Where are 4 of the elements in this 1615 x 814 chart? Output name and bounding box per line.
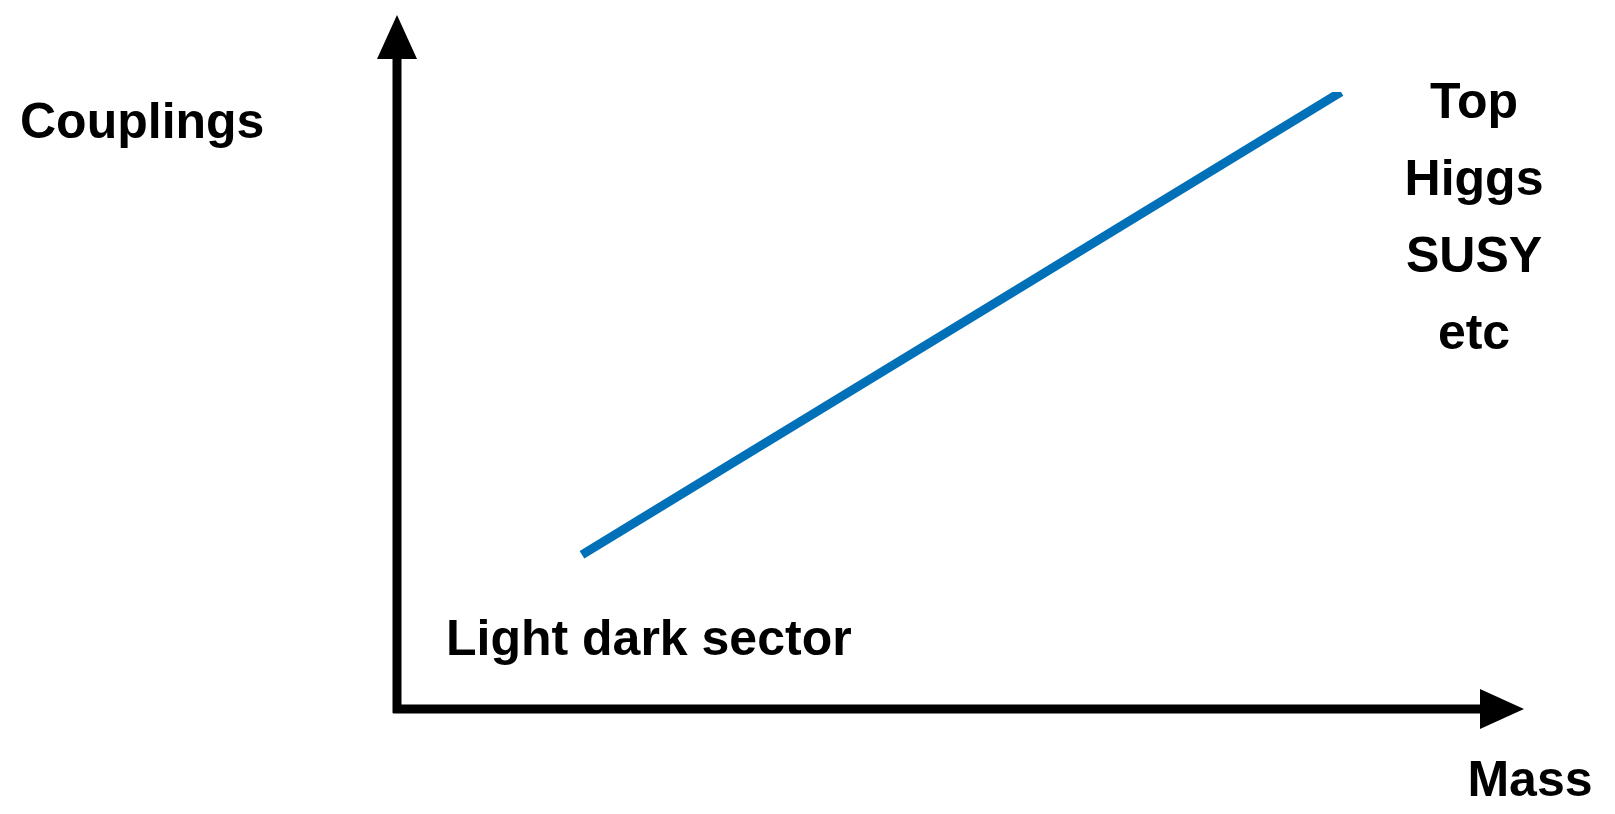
y-axis-title: Couplings	[20, 92, 265, 149]
annotation: Light dark sector	[446, 609, 852, 666]
annotation: Top Higgs SUSY etc	[1404, 72, 1544, 360]
x-axis-title: Mass	[1467, 750, 1593, 807]
